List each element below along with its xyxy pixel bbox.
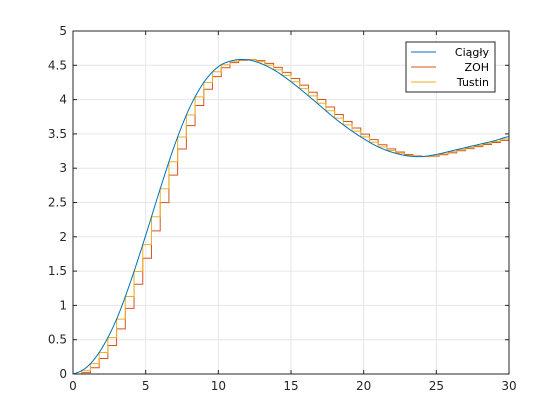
y-tick-label: 3.5 [48, 127, 67, 141]
x-tick-label: 0 [69, 379, 77, 393]
legend-entry-label: Ciągły [455, 46, 490, 59]
series-ciagly [72, 58, 510, 375]
x-tick-label: 25 [429, 379, 444, 393]
x-tick-label: 30 [501, 379, 516, 393]
series-layer [72, 58, 510, 375]
y-tick-label: 1.5 [48, 264, 67, 278]
legend-entry-label: Tustin [456, 76, 489, 89]
x-tick-label: 10 [211, 379, 226, 393]
y-tick-label: 4.5 [48, 58, 67, 72]
y-tick-label: 3 [59, 161, 67, 175]
legend-entry-label: ZOH [465, 61, 489, 74]
y-tick-label: 1 [59, 298, 67, 312]
y-tick-label: 4 [59, 93, 67, 107]
series-tustin [73, 59, 509, 375]
y-tick-label: 2.5 [48, 196, 67, 210]
y-tick-label: 5 [59, 24, 67, 38]
y-tick-label: 0.5 [48, 333, 67, 347]
x-tick-label: 5 [142, 379, 150, 393]
x-tick-label: 20 [356, 379, 371, 393]
y-tick-label: 0 [59, 367, 67, 381]
legend-box [405, 41, 496, 93]
axis-ticks: 0 5 10 15 20 25 30 0 0.5 1 1.5 2 2.5 3 3.5 4 4.5 5 [48, 24, 517, 393]
legend: Ciągły ZOH Tustin [405, 41, 496, 93]
x-tick-label: 15 [283, 379, 298, 393]
y-tick-label: 2 [59, 230, 67, 244]
